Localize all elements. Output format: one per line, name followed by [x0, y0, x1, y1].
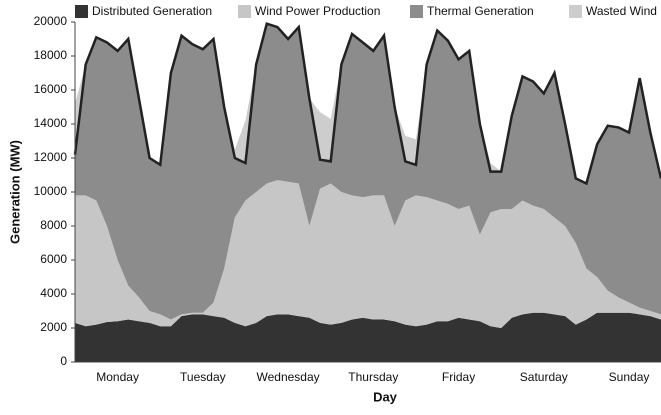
- x-tick-label: Wednesday: [257, 370, 320, 384]
- y-tick-label: 16000: [34, 82, 68, 96]
- demand-line: [73, 22, 661, 186]
- x-tick-label: Thursday: [348, 370, 398, 384]
- legend-swatch: [75, 5, 88, 18]
- y-tick-label: 8000: [40, 218, 67, 232]
- area: [75, 180, 661, 328]
- legend-label: Thermal Generation: [427, 4, 534, 18]
- legend-label: Distributed Generation: [92, 4, 212, 18]
- x-tick-label: Monday: [96, 370, 139, 384]
- legend-label: Wasted Wind: [586, 4, 657, 18]
- legend-swatch: [410, 5, 423, 18]
- y-tick-label: 12000: [34, 150, 68, 164]
- legend-swatch: [238, 5, 251, 18]
- y-tick-label: 6000: [40, 252, 67, 266]
- x-tick-label: Saturday: [520, 370, 568, 384]
- y-tick-label: 20000: [34, 14, 68, 28]
- y-axis-title: Generation (MW): [7, 140, 22, 244]
- legend-label: Wind Power Production: [255, 4, 380, 18]
- y-tick-label: 0: [60, 354, 67, 368]
- area: [75, 312, 661, 362]
- y-tick-label: 10000: [34, 184, 68, 198]
- y-tick-label: 18000: [34, 48, 68, 62]
- y-tick-label: 14000: [34, 116, 68, 130]
- legend-swatch: [569, 5, 582, 18]
- x-tick-label: Sunday: [609, 370, 650, 384]
- x-axis-title: Day: [373, 389, 398, 404]
- x-tick-label: Tuesday: [180, 370, 226, 384]
- y-tick-label: 2000: [40, 320, 67, 334]
- x-tick-label: Friday: [442, 370, 475, 384]
- y-tick-label: 4000: [40, 286, 67, 300]
